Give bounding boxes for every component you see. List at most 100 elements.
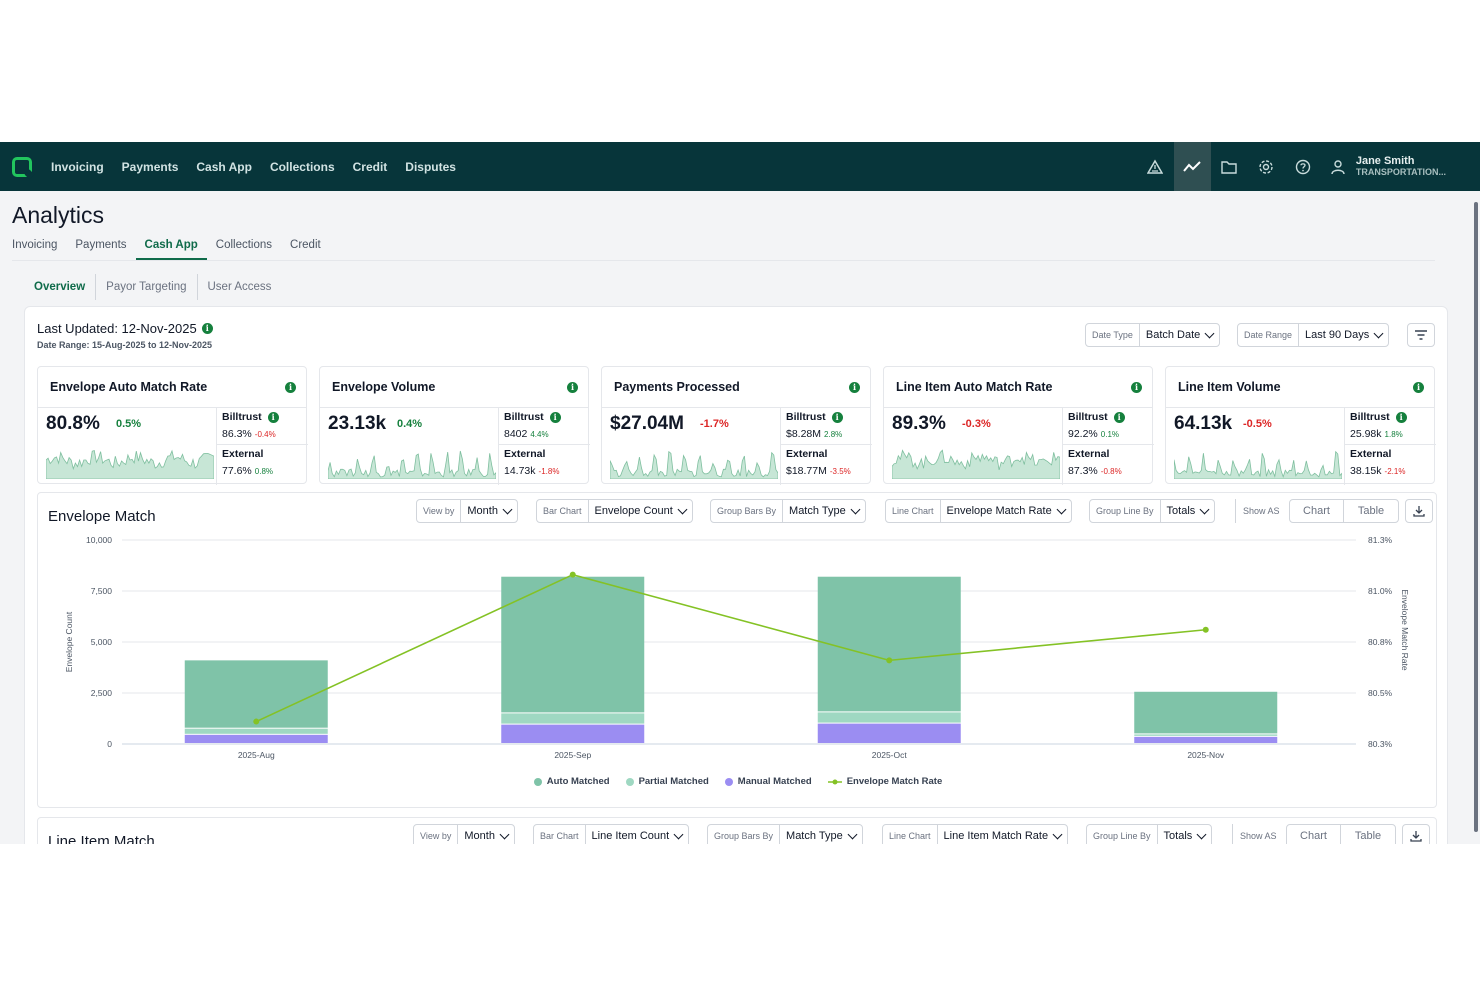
bar-chart-select[interactable]: Bar Chart Envelope Count [536,499,693,523]
info-icon[interactable]: i [849,382,860,393]
tab-credit[interactable]: Credit [290,239,321,251]
alert-triangle-icon[interactable] [1137,142,1174,191]
tab-payments[interactable]: Payments [75,239,127,251]
tab-collections[interactable]: Collections [215,239,273,251]
info-icon[interactable]: i [549,411,561,423]
info-icon[interactable]: i [201,323,213,334]
external-change: -0.8% [1100,467,1122,476]
y-tick-label: 7,500 [91,586,113,596]
subtab-payor-targeting[interactable]: Payor Targeting [96,274,198,300]
control-value: Line Item Match Rate [943,830,1049,842]
x-tick-label: 2025-Nov [1187,750,1225,760]
bar-segment[interactable] [1134,734,1278,736]
nav-cash-app[interactable]: Cash App [196,159,252,174]
y2-tick-label: 81.3% [1368,535,1393,545]
bar-segment[interactable] [817,723,961,743]
line-legend-icon [827,779,842,784]
y-tick-label: 2,500 [91,688,113,698]
legend-item[interactable]: Envelope Match Rate [827,776,942,787]
info-icon[interactable]: i [267,411,279,423]
group-line-by-select[interactable]: Group Line By Totals [1086,824,1213,844]
external-label: External [1068,448,1110,460]
bar-segment[interactable] [817,712,961,723]
external-label: External [786,448,828,460]
match-rate-point[interactable] [1202,626,1209,633]
analytics-icon[interactable] [1173,142,1211,191]
match-rate-point[interactable] [886,657,893,664]
kpi-value: 23.13k [328,413,387,434]
filter-button[interactable] [1407,323,1435,347]
billtrust-label: Billtrust [504,411,544,423]
nav-credit[interactable]: Credit [352,159,388,174]
folder-icon[interactable] [1211,142,1248,191]
kpi-value: $27.04M [610,413,684,434]
subtab-overview[interactable]: Overview [24,274,97,300]
view-by-select[interactable]: View by Month [413,824,515,844]
bar-segment[interactable] [501,724,645,743]
group-bars-by-select[interactable]: Group Bars By Match Type [710,499,866,523]
info-icon[interactable]: i [831,411,843,423]
line-chart-select[interactable]: Line Chart Envelope Match Rate [885,499,1072,523]
info-icon[interactable]: i [567,382,578,393]
bar-segment[interactable] [817,576,961,712]
group-line-by-select[interactable]: Group Line By Totals [1089,499,1216,523]
match-rate-point[interactable] [569,571,576,578]
nav-payments[interactable]: Payments [121,159,179,174]
bar-chart-select[interactable]: Bar Chart Line Item Count [533,824,690,844]
show-as-table-button[interactable]: Table [1357,505,1385,517]
legend-item[interactable]: Auto Matched [533,776,610,787]
kpi-change: -0.3% [962,418,991,430]
billtrust-value: 8402 [504,428,528,440]
subtab-user-access[interactable]: User Access [207,281,272,293]
show-as-table-button[interactable]: Table [1354,830,1382,842]
external-change: -1.8% [538,467,560,476]
nav-collections[interactable]: Collections [269,159,335,174]
gear-icon[interactable] [1248,142,1285,191]
date-type-select[interactable]: Date Type Batch Date [1085,323,1221,347]
divider [884,407,1152,408]
billtrust-label: Billtrust [786,411,826,423]
show-as-chart-button[interactable]: Chart [1290,500,1344,522]
legend-item[interactable]: Manual Matched [724,776,812,787]
external-value: 38.15k [1350,465,1382,477]
download-button[interactable] [1405,499,1433,523]
billtrust-label: Billtrust [1350,411,1390,423]
bar-segment[interactable] [1134,736,1278,743]
bar-segment[interactable] [501,576,645,713]
info-icon[interactable]: i [1413,382,1424,393]
view-by-select[interactable]: View by Month [416,499,518,523]
page-scrollbar[interactable] [1472,192,1480,844]
bar-segment[interactable] [1134,691,1278,734]
app-logo-icon[interactable] [12,156,32,177]
date-range-select[interactable]: Date Range Last 90 Days [1237,323,1390,347]
scrollbar-thumb[interactable] [1474,202,1478,832]
help-icon[interactable] [1285,142,1322,191]
tab-invoicing[interactable]: Invoicing [12,239,58,251]
nav-disputes[interactable]: Disputes [405,159,456,174]
bar-segment[interactable] [184,728,328,734]
legend-item[interactable]: Partial Matched [625,776,709,787]
control-value: Envelope Match Rate [946,505,1052,517]
tab-cash-app[interactable]: Cash App [135,237,207,260]
info-icon[interactable]: i [1395,411,1407,423]
kpi-card: Envelope Volume i 23.13k 0.4% Billtrust i 8402… [319,366,590,485]
billtrust-change: 2.8% [824,430,843,439]
show-as-toggle: Chart Table [1289,499,1399,523]
nav-invoicing[interactable]: Invoicing [51,159,104,174]
bar-segment[interactable] [184,734,328,743]
info-icon[interactable]: i [1131,382,1142,393]
bar-segment[interactable] [501,713,645,724]
sparkline [1174,450,1342,479]
group-bars-by-select[interactable]: Group Bars By Match Type [707,824,863,844]
bar-segment[interactable] [184,660,328,728]
info-icon[interactable]: i [285,382,296,393]
match-rate-point[interactable] [253,718,260,725]
control-label: Group Bars By [708,825,781,844]
user-menu[interactable]: Jane Smith TRANSPORTATION... [1322,155,1480,178]
show-as-chart-button[interactable]: Chart [1287,825,1341,844]
external-value-row: 87.3% -0.8% [1068,465,1122,477]
chevron-down-icon [1204,328,1215,338]
info-icon[interactable]: i [1113,411,1125,423]
download-button[interactable] [1402,824,1430,844]
line-chart-select[interactable]: Line Chart Line Item Match Rate [882,824,1069,844]
